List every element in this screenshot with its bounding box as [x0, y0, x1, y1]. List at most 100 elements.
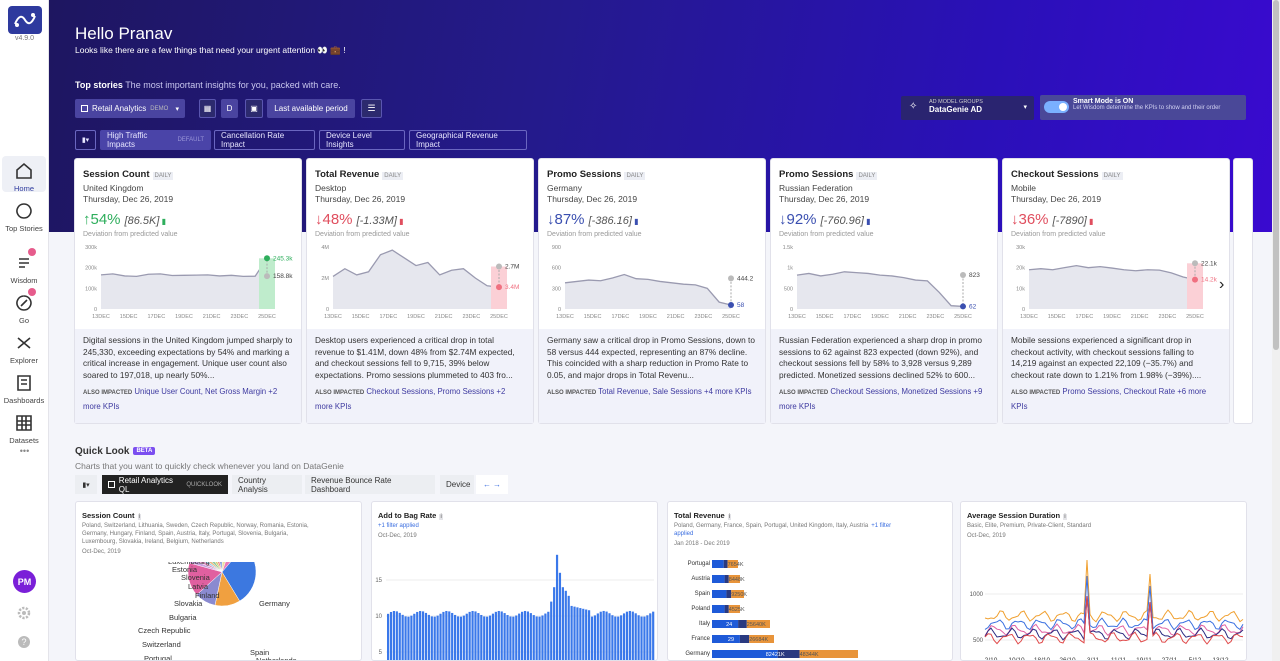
sidebar-item-top-stories[interactable]: Top Stories — [2, 196, 46, 240]
bar[interactable] — [561, 587, 564, 661]
filter-applied-link[interactable]: +1 filter applied — [674, 523, 892, 537]
more-dots-icon[interactable]: ••• — [19, 446, 30, 456]
bar[interactable] — [503, 613, 506, 661]
bar[interactable] — [480, 614, 483, 661]
filter-applied-link[interactable]: +1 filter applied — [378, 523, 419, 529]
bar[interactable] — [445, 610, 448, 661]
bar[interactable] — [468, 611, 471, 661]
also-impacted[interactable]: ALSO IMPACTED Checkout Sessions, Monetiz… — [779, 387, 983, 411]
bar[interactable] — [564, 590, 567, 661]
bar[interactable] — [585, 609, 588, 661]
story-tab-1[interactable]: Cancellation Rate Impact — [214, 130, 315, 150]
bar[interactable] — [532, 615, 535, 661]
filter-button[interactable]: ☰ — [361, 99, 382, 118]
story-card[interactable]: Session Count DAILY United Kingdom Thursday… — [74, 158, 302, 424]
story-tab-0[interactable]: High Traffic Impacts DEFAULT — [100, 130, 211, 150]
bar[interactable] — [500, 611, 503, 661]
bar[interactable] — [421, 611, 425, 661]
bar[interactable] — [509, 616, 512, 661]
bar-segment[interactable] — [727, 560, 738, 568]
sidebar-item-go[interactable]: Go — [2, 288, 46, 325]
bar[interactable] — [631, 611, 634, 661]
pie-slice[interactable] — [214, 562, 223, 573]
also-impacted[interactable]: ALSO IMPACTED Total Revenue, Sale Sessio… — [547, 387, 752, 396]
bar[interactable] — [523, 610, 527, 661]
story-card[interactable]: Promo Sessions DAILY Germany Thursday, Dec … — [538, 158, 766, 424]
bar[interactable] — [558, 572, 562, 661]
bar-segment[interactable] — [723, 560, 728, 568]
sidebar-item-wisdom[interactable]: Wisdom — [2, 248, 46, 285]
info-icon[interactable]: i — [439, 514, 444, 520]
settings-gear-icon[interactable] — [17, 606, 31, 620]
bar[interactable] — [497, 610, 500, 661]
bar-segment[interactable] — [746, 620, 770, 628]
bar[interactable] — [553, 587, 556, 661]
sidebar-item-home[interactable]: Home — [2, 156, 46, 193]
bar[interactable] — [465, 613, 468, 661]
bar-segment[interactable] — [799, 650, 858, 658]
bar[interactable] — [407, 616, 410, 661]
bar-segment[interactable] — [712, 650, 778, 658]
bar[interactable] — [544, 613, 547, 661]
bar[interactable] — [625, 611, 629, 661]
bar[interactable] — [637, 615, 640, 661]
arrow-left-icon[interactable]: ← — [483, 480, 491, 489]
story-card-partial[interactable] — [1233, 158, 1253, 424]
bar-segment[interactable] — [724, 605, 729, 613]
pie-slice[interactable] — [195, 562, 223, 573]
bar[interactable] — [483, 616, 486, 661]
bar[interactable] — [456, 616, 460, 661]
also-impacted[interactable]: ALSO IMPACTED Promo Sessions, Checkout R… — [1011, 387, 1207, 411]
pie-slice[interactable] — [208, 562, 223, 573]
bar[interactable] — [541, 615, 544, 661]
bar[interactable] — [430, 616, 433, 661]
also-impacted[interactable]: ALSO IMPACTED Unique User Count, Net Gro… — [83, 387, 278, 411]
sidebar-item-dashboards[interactable]: Dashboards — [2, 368, 46, 405]
bar[interactable] — [494, 611, 497, 661]
pie-slice[interactable] — [203, 562, 223, 573]
series-line[interactable] — [984, 595, 1244, 645]
ad-model-group-select[interactable]: ✧ AD MODEL GROUPS DataGenie AD ▾ — [901, 96, 1034, 120]
bar[interactable] — [570, 605, 573, 661]
quicklook-panel[interactable]: Add to Bag Rate i +1 filter applied Oct-Dec… — [371, 501, 658, 661]
story-card[interactable]: Checkout Sessions DAILY Mobile Thursday, De… — [1002, 158, 1230, 424]
pie-slice[interactable] — [187, 562, 223, 596]
pie-slice[interactable] — [221, 562, 257, 602]
bar[interactable] — [582, 608, 585, 661]
bar-segment[interactable] — [731, 590, 744, 598]
bar[interactable] — [550, 601, 553, 661]
bar-segment[interactable] — [712, 605, 725, 613]
bar[interactable] — [538, 616, 541, 661]
bar[interactable] — [602, 610, 605, 661]
bar[interactable] — [620, 615, 623, 661]
bar[interactable] — [599, 611, 602, 661]
bar[interactable] — [526, 611, 530, 661]
bar[interactable] — [649, 613, 652, 661]
quicklook-tab-scroll[interactable]: ← → — [476, 475, 508, 494]
bar[interactable] — [643, 616, 646, 661]
bar[interactable] — [529, 613, 532, 661]
bar[interactable] — [596, 613, 599, 661]
pie-slice[interactable] — [193, 562, 223, 573]
bar[interactable] — [521, 611, 524, 661]
bar[interactable] — [518, 613, 521, 661]
info-icon[interactable]: i — [137, 514, 142, 520]
bar[interactable] — [608, 613, 611, 661]
bar[interactable] — [448, 611, 451, 661]
bar[interactable] — [628, 610, 631, 661]
bar[interactable] — [611, 615, 614, 661]
bar[interactable] — [459, 616, 463, 661]
bar[interactable] — [427, 614, 430, 661]
story-card-chart[interactable]: 900 600 300 0 444.2 58 13DEC 15DEC 17DEC 19DEC 21D… — [539, 241, 765, 327]
bar[interactable] — [442, 611, 445, 661]
quicklook-tab-0[interactable]: Retail Analytics QL QUICKLOOK — [102, 475, 228, 494]
series-line[interactable] — [984, 559, 1244, 623]
bar[interactable] — [471, 610, 474, 661]
bar[interactable] — [436, 615, 439, 661]
quicklook-bookmark-button[interactable]: ▮▾ — [75, 475, 97, 494]
bar[interactable] — [506, 615, 509, 661]
average-session-duration-chart[interactable]: 1000 500 2/10 10/10 18/10 26/10 3/11 11/11 19/11… — [961, 546, 1247, 661]
bar[interactable] — [614, 616, 617, 661]
story-card-chart[interactable]: 1.5k 1k 500 0 823 62 13DEC 15DEC 17DEC 19DEC 21DEC… — [771, 241, 997, 327]
quicklook-panel[interactable]: Total Revenue i Poland, Germany, France, S… — [667, 501, 953, 661]
